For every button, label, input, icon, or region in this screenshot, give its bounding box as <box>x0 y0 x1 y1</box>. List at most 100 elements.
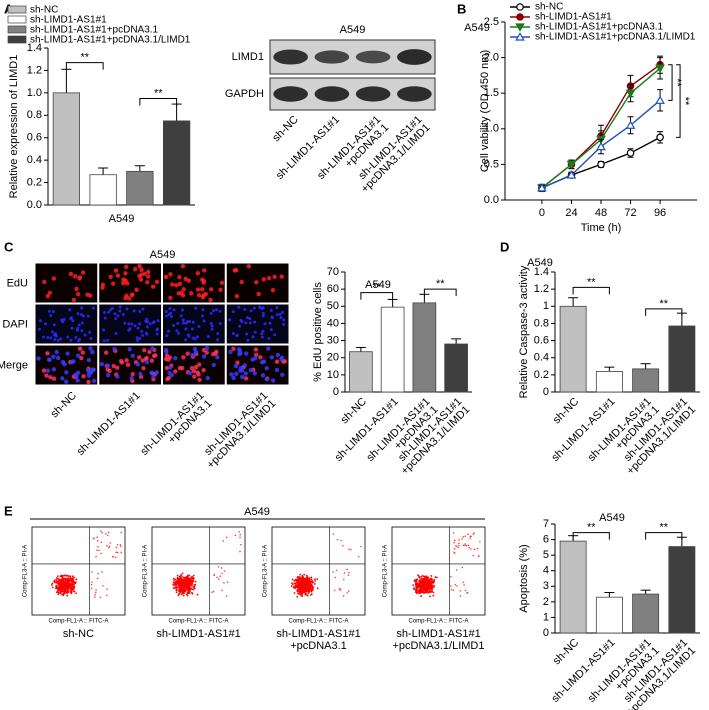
nucleus <box>202 268 207 273</box>
event-dot <box>184 578 187 581</box>
nucleus <box>149 370 154 375</box>
event-dot <box>96 549 98 552</box>
nucleus <box>45 293 51 299</box>
blot-row-label: LIMD1 <box>232 51 264 63</box>
event-dot <box>63 588 66 591</box>
nucleus <box>145 280 150 285</box>
event-dot <box>176 574 179 577</box>
event-dot <box>429 584 432 587</box>
event-dot <box>69 590 72 592</box>
nucleus <box>51 354 56 359</box>
event-dot <box>188 574 191 577</box>
event-dot <box>430 581 433 584</box>
blot-band <box>397 86 432 102</box>
bar <box>162 120 191 206</box>
nucleus <box>77 346 83 351</box>
nucleus <box>129 376 134 381</box>
y-tick-label: 2.5 <box>484 16 499 28</box>
nucleus <box>168 307 172 311</box>
nucleus <box>219 280 225 285</box>
event-dot <box>290 585 293 587</box>
nucleus <box>201 354 207 359</box>
nucleus <box>258 355 263 360</box>
event-dot <box>343 572 346 574</box>
event-dot <box>415 582 418 585</box>
nucleus <box>169 315 173 319</box>
event-dot <box>422 583 425 585</box>
event-dot <box>56 581 59 584</box>
event-dot <box>418 591 421 594</box>
event-dot <box>316 578 319 581</box>
event-dot <box>101 531 104 534</box>
event-dot <box>119 544 122 546</box>
nucleus <box>142 347 147 353</box>
significance-bracket <box>676 64 681 138</box>
nucleus <box>133 324 137 328</box>
event-dot <box>469 548 472 550</box>
event-dot <box>428 581 430 583</box>
event-dot <box>191 575 194 578</box>
event-dot <box>301 595 303 598</box>
event-dot <box>106 544 108 547</box>
event-dot <box>65 578 68 581</box>
bar <box>349 351 373 393</box>
data-point <box>625 120 636 129</box>
y-tick-label: 50 <box>327 300 339 312</box>
nucleus <box>88 330 92 334</box>
nucleus <box>205 375 210 381</box>
nucleus <box>153 353 158 358</box>
panel-label: C <box>4 239 14 254</box>
y-tick-label: 1 <box>543 611 549 623</box>
event-dot <box>63 584 66 587</box>
event-dot <box>191 577 194 580</box>
nucleus <box>270 378 276 383</box>
nucleus <box>87 293 93 298</box>
nucleus <box>200 295 205 300</box>
event-dot <box>458 542 460 545</box>
nucleus <box>152 320 156 324</box>
nucleus <box>52 323 56 327</box>
nucleus <box>175 329 179 333</box>
event-dot <box>217 566 220 568</box>
flow-y-axis: Comp-FL3-A :: PI-A <box>23 545 29 597</box>
nucleus <box>261 329 265 333</box>
flow-y-axis: Comp-FL3-A :: PI-A <box>383 545 389 597</box>
event-dot <box>184 581 187 584</box>
bar <box>126 170 154 206</box>
event-dot <box>303 573 306 576</box>
event-dot <box>316 587 319 590</box>
chart-title: A549 <box>599 512 625 524</box>
event-dot <box>469 537 471 539</box>
event-dot <box>181 572 184 575</box>
event-dot <box>58 587 60 590</box>
nucleus <box>264 377 269 382</box>
event-dot <box>334 576 337 579</box>
event-dot <box>420 586 423 589</box>
nucleus <box>36 356 41 361</box>
event-dot <box>302 591 305 594</box>
event-dot <box>58 586 61 589</box>
nucleus <box>238 324 242 328</box>
event-dot <box>180 574 182 577</box>
nucleus <box>41 335 45 339</box>
nucleus <box>243 376 249 381</box>
nucleus <box>86 379 91 385</box>
event-dot <box>457 546 459 549</box>
event-dot <box>191 583 193 586</box>
nucleus <box>210 324 214 328</box>
y-tick-label: 7 <box>543 518 549 530</box>
nucleus <box>86 314 90 318</box>
event-dot <box>419 589 422 592</box>
y-tick-label: 5 <box>543 549 549 561</box>
event-dot <box>304 591 306 594</box>
nucleus <box>265 346 271 351</box>
blot-band <box>355 86 391 102</box>
event-dot <box>68 584 71 587</box>
nucleus <box>69 338 73 342</box>
event-dot <box>225 536 228 539</box>
event-dot <box>177 583 180 586</box>
event-dot <box>185 576 187 579</box>
nucleus <box>209 311 213 315</box>
event-dot <box>310 576 313 579</box>
event-dot <box>96 539 99 542</box>
